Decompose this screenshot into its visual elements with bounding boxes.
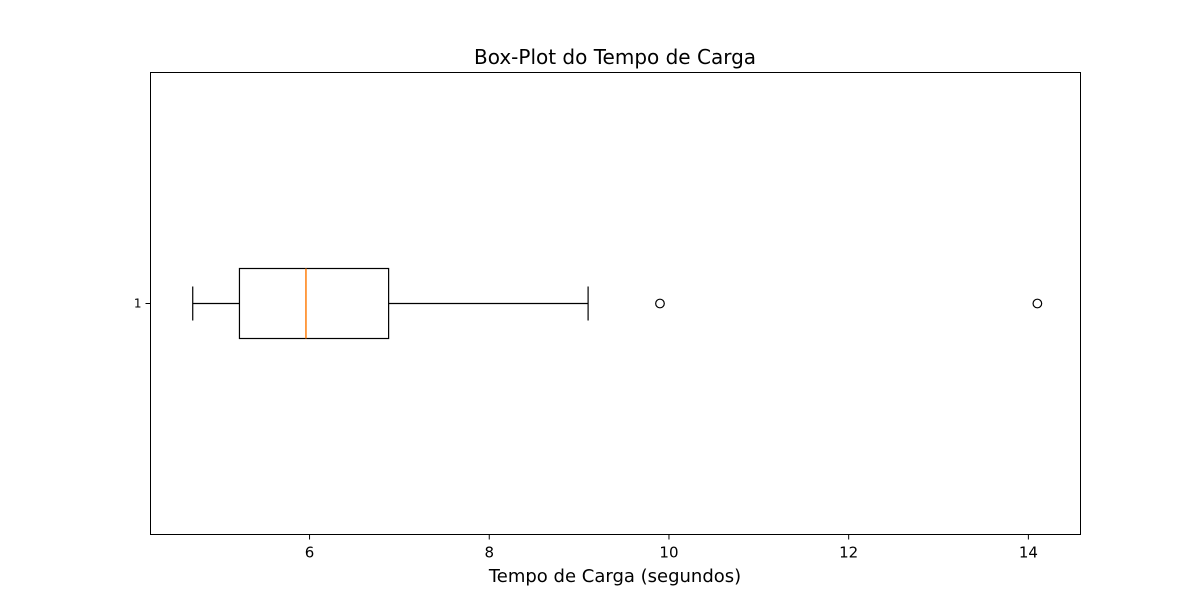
y-tick-label: 1 — [134, 297, 142, 311]
x-axis: 6 8 10 12 14 — [305, 534, 1038, 562]
x-tick-label: 6 — [305, 544, 315, 562]
box-group — [192, 267, 1043, 340]
outlier-point — [655, 298, 665, 309]
box — [238, 267, 390, 340]
x-axis-label: Tempo de Carga (segundos) — [488, 566, 741, 587]
y-axis: 1 — [134, 297, 151, 311]
outlier-point — [1032, 298, 1043, 309]
x-tick-label: 10 — [659, 544, 678, 562]
x-tick-label: 12 — [839, 544, 858, 562]
x-tick-label: 8 — [484, 544, 494, 562]
plot-area — [150, 72, 1081, 535]
chart-title: Box-Plot do Tempo de Carga — [474, 45, 756, 69]
x-tick-label: 14 — [1019, 544, 1038, 562]
